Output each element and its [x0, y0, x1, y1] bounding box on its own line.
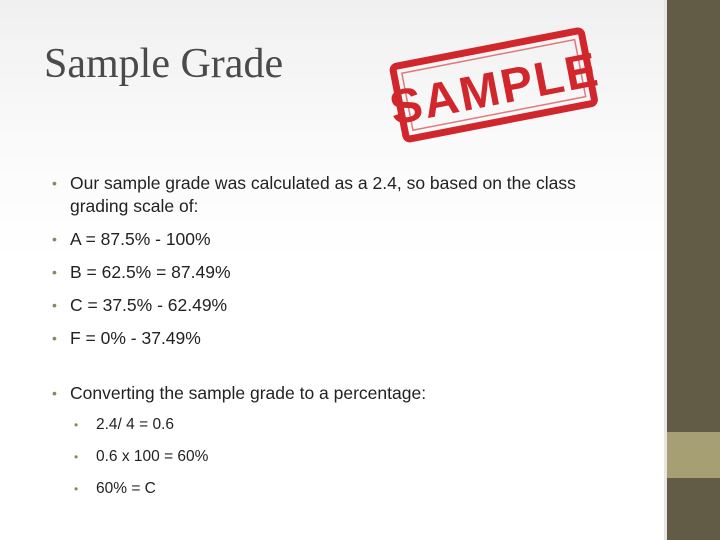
bullet-dot-icon: • [52, 175, 57, 191]
bullet-text: F = 0% - 37.49% [70, 328, 201, 348]
spacer [52, 360, 632, 382]
bullet-text: B = 62.5% = 87.49% [70, 262, 231, 282]
sub-bullet-text: 2.4/ 4 = 0.6 [96, 416, 174, 433]
bullet-dot-icon: • [74, 482, 79, 496]
bullet-text: Converting the sample grade to a percent… [70, 383, 427, 403]
sub-bullet-text: 0.6 x 100 = 60% [96, 448, 209, 465]
bullet-list: • Our sample grade was calculated as a 2… [52, 172, 632, 511]
bullet-dot-icon: • [74, 418, 79, 432]
bullet-item: • B = 62.5% = 87.49% [52, 261, 632, 284]
bullet-item: • Our sample grade was calculated as a 2… [52, 172, 632, 218]
sub-bullet-item: • 2.4/ 4 = 0.6 [74, 415, 632, 435]
sample-stamp-icon: SAMPLE [386, 27, 603, 143]
sidebar-edge [664, 0, 667, 540]
bullet-dot-icon: • [52, 330, 57, 346]
bullet-text: Our sample grade was calculated as a 2.4… [70, 173, 576, 216]
bullet-item: • A = 87.5% - 100% [52, 228, 632, 251]
bullet-dot-icon: • [52, 385, 57, 401]
bullet-dot-icon: • [52, 297, 57, 313]
bullet-text: C = 37.5% - 62.49% [70, 295, 228, 315]
bullet-item: • C = 37.5% - 62.49% [52, 294, 632, 317]
bullet-item: • F = 0% - 37.49% [52, 327, 632, 350]
sub-bullet-item: • 0.6 x 100 = 60% [74, 447, 632, 467]
sub-bullet-item: • 60% = C [74, 479, 632, 499]
bullet-dot-icon: • [52, 231, 57, 247]
bullet-text: A = 87.5% - 100% [70, 229, 211, 249]
sidebar-accent-block [667, 432, 720, 478]
bullet-dot-icon: • [74, 450, 79, 464]
bullet-dot-icon: • [52, 264, 57, 280]
sub-bullet-text: 60% = C [96, 480, 156, 497]
bullet-item: • Converting the sample grade to a perce… [52, 382, 632, 405]
slide-title: Sample Grade [44, 41, 284, 87]
